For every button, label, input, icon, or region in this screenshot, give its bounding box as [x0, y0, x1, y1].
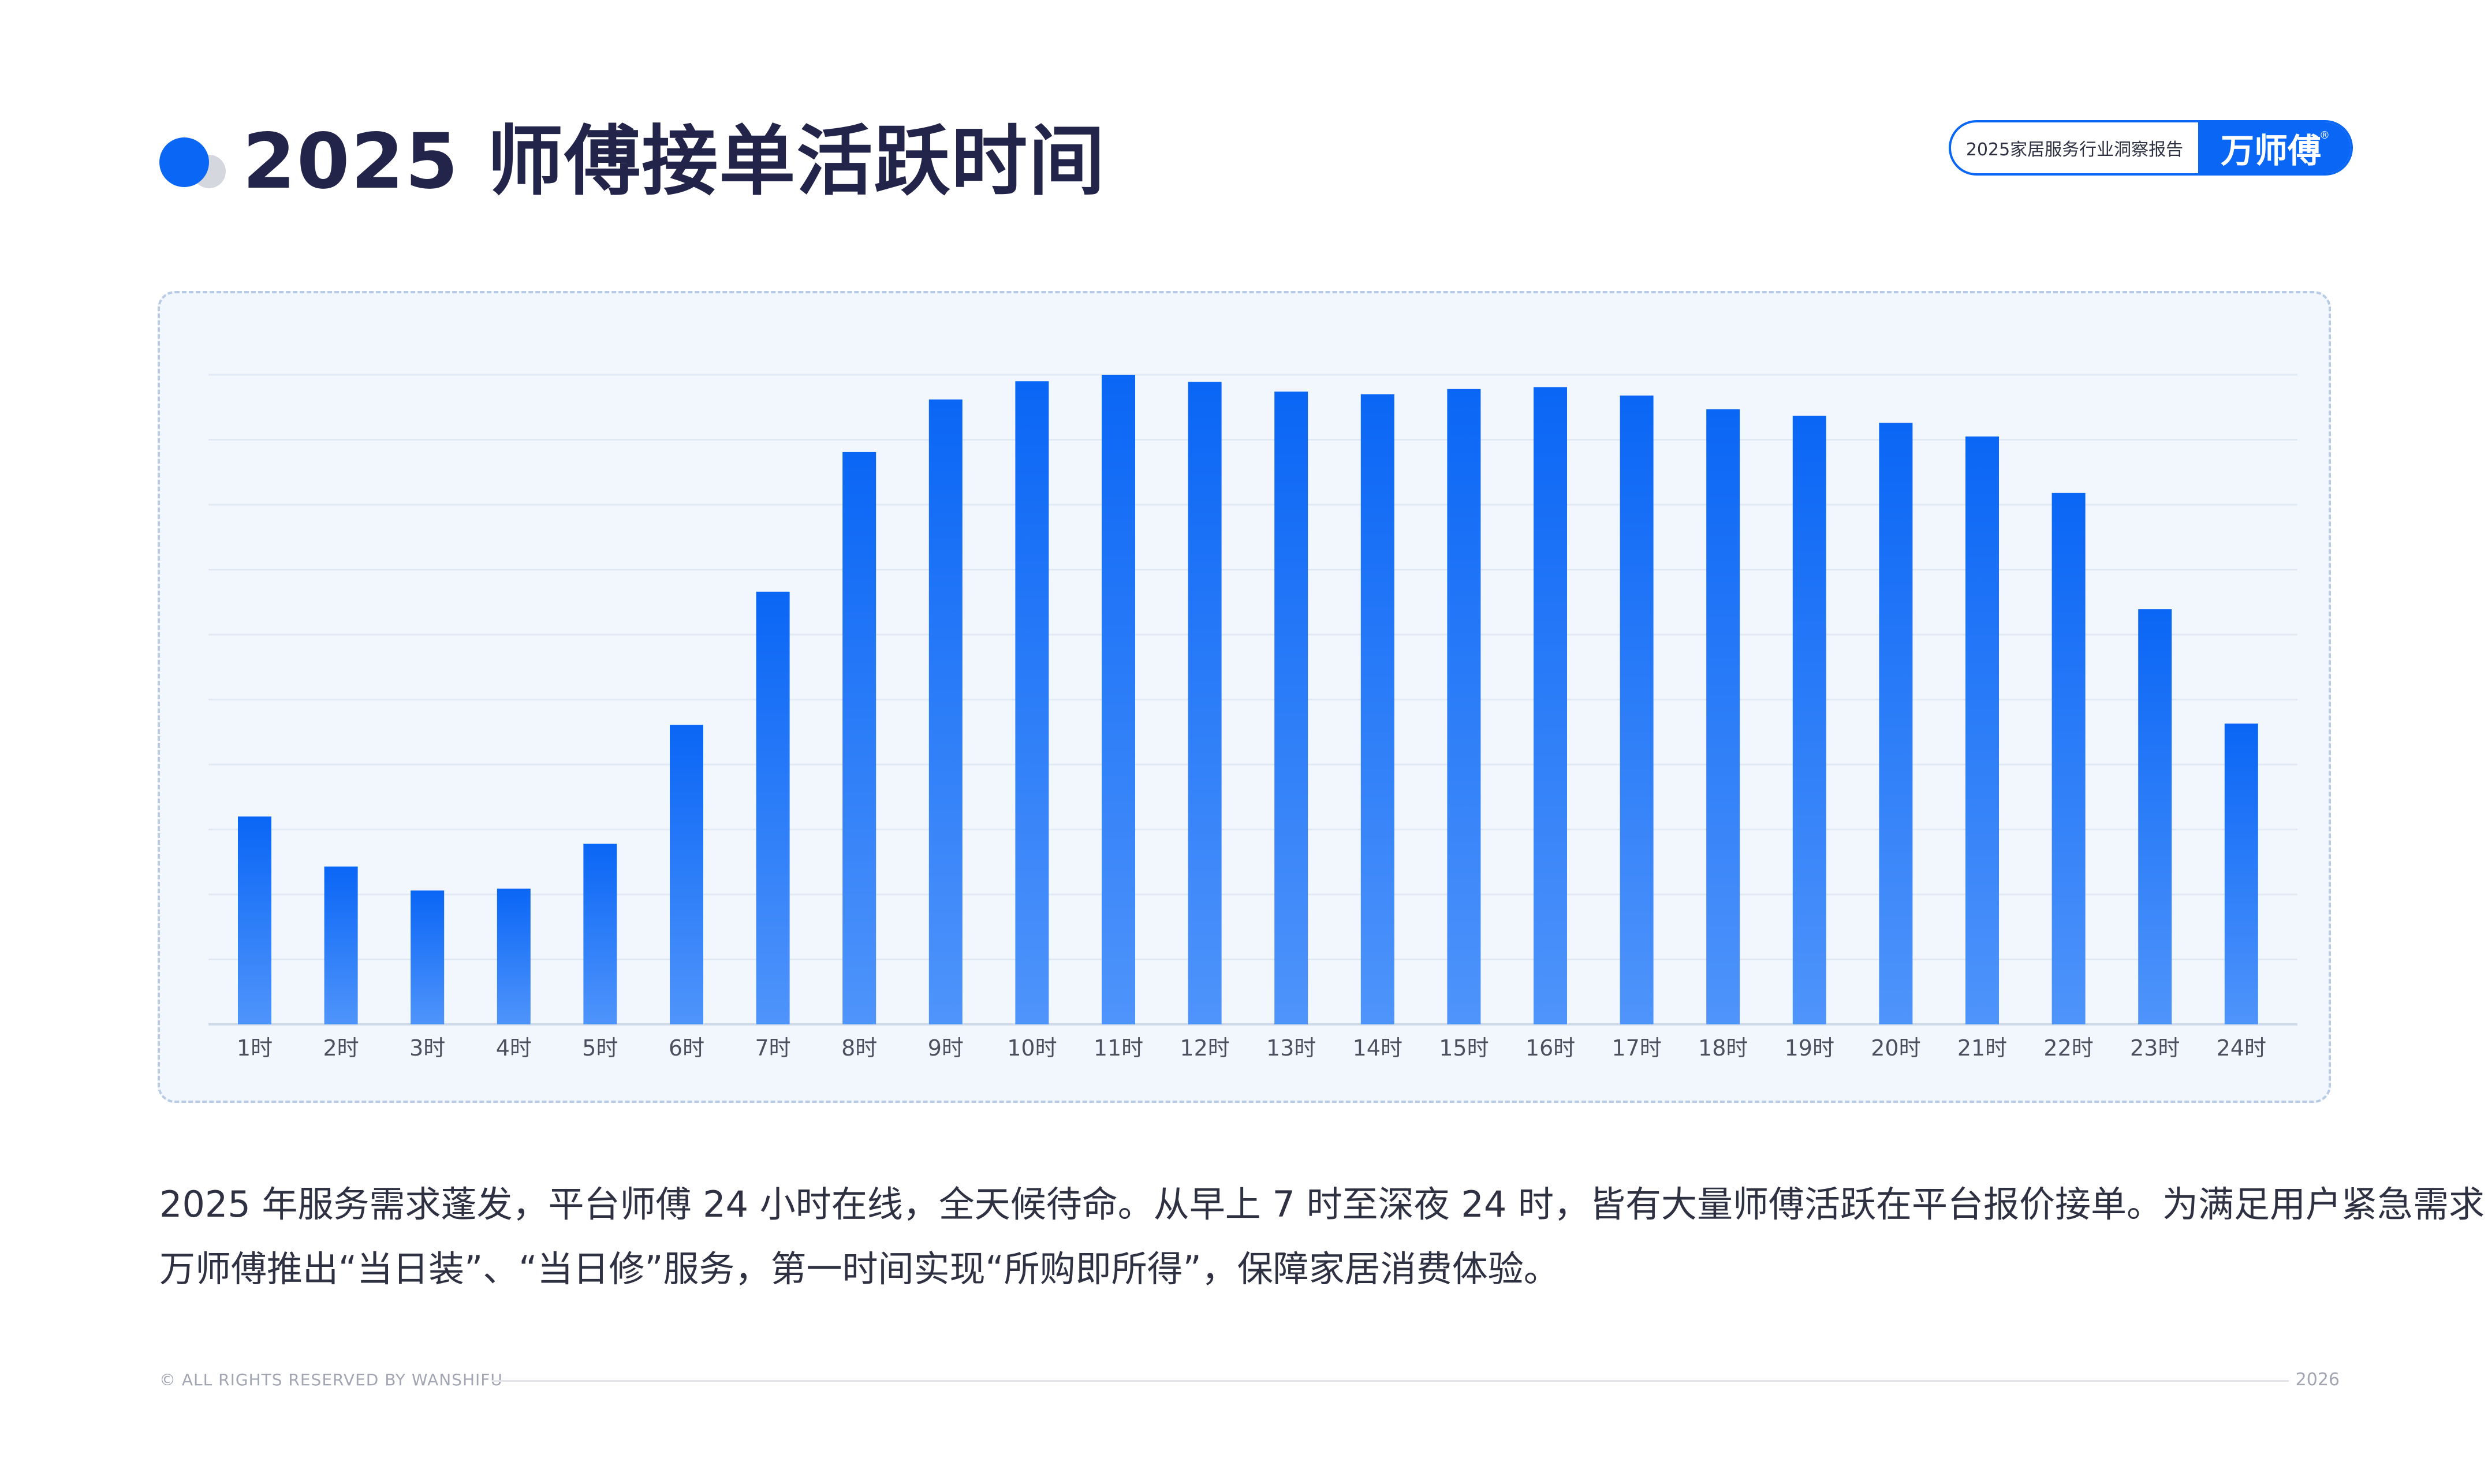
- x-tick-label: 13时: [1266, 1035, 1316, 1061]
- footer-divider: [492, 1380, 2289, 1382]
- x-tick-label: 3时: [409, 1035, 445, 1061]
- description-line-1: 2025 年服务需求蓬发，平台师傅 24 小时在线，全天候待命。从早上 7 时至…: [159, 1183, 2488, 1225]
- page-title: 2025 师傅接单活跃时间: [243, 117, 1106, 206]
- x-tick-label: 23时: [2130, 1035, 2180, 1061]
- description: 2025 年服务需求蓬发，平台师傅 24 小时在线，全天候待命。从早上 7 时至…: [159, 1172, 2488, 1302]
- x-tick-label: 14时: [1353, 1035, 1402, 1061]
- x-tick-label: 22时: [2043, 1035, 2093, 1061]
- x-tick-label: 4时: [496, 1035, 532, 1061]
- bar-4: [497, 888, 531, 1024]
- bar-2: [324, 866, 358, 1024]
- x-tick-label: 17时: [1612, 1035, 1661, 1061]
- bar-8: [842, 452, 876, 1024]
- bar-5: [583, 844, 617, 1024]
- x-tick-label: 24时: [2217, 1035, 2266, 1061]
- bar-16: [1534, 387, 1567, 1024]
- chart-panel: 1时 2时 3时 4时 5时 6时 7时 8时 9时 10时 11时 12时 13时 14时 15时 16时 1…: [158, 291, 2331, 1103]
- bar-19: [1792, 415, 1826, 1024]
- bars: [238, 375, 2258, 1024]
- x-tick-label: 21时: [1957, 1035, 2007, 1061]
- title-dot-blue: [159, 137, 209, 187]
- bar-15: [1447, 389, 1481, 1024]
- x-tick-label: 2时: [323, 1035, 359, 1061]
- x-tick-label: 15时: [1439, 1035, 1489, 1061]
- bar-9: [928, 399, 963, 1024]
- bar-22: [2051, 493, 2086, 1024]
- bar-10: [1015, 381, 1049, 1024]
- report-badge: 2025家居服务行业洞察报告 万师傅 ®: [1949, 120, 2353, 176]
- x-tick-label: 19时: [1785, 1035, 1834, 1061]
- bar-11: [1102, 375, 1135, 1024]
- bar-18: [1706, 409, 1740, 1024]
- bar-chart: 1时 2时 3时 4时 5时 6时 7时 8时 9时 10时 11时 12时 13时 14时 15时 16时 1…: [208, 374, 2297, 1061]
- bar-3: [411, 890, 445, 1024]
- x-tick-label: 7时: [755, 1035, 791, 1061]
- description-line-2: 万师傅推出“当日装”、“当日修”服务，第一时间实现“所购即所得”，保障家居消费体…: [159, 1248, 1560, 1290]
- bar-6: [670, 725, 703, 1024]
- x-tick-label: 18时: [1698, 1035, 1748, 1061]
- registered-mark: ®: [2319, 129, 2330, 141]
- bar-12: [1188, 382, 1222, 1024]
- bar-21: [1965, 436, 1999, 1024]
- footer-copyright: © ALL RIGHTS RESERVED BY WANSHIFU: [159, 1370, 503, 1389]
- x-tick-label: 11时: [1094, 1035, 1143, 1061]
- bar-17: [1620, 396, 1654, 1024]
- bar-23: [2138, 609, 2172, 1024]
- bar-24: [2224, 724, 2258, 1024]
- x-tick-label: 20时: [1871, 1035, 1920, 1061]
- x-tick-label: 6时: [669, 1035, 704, 1061]
- x-tick-labels: 1时 2时 3时 4时 5时 6时 7时 8时 9时 10时 11时 12时 13时 14时 15时 16时 1…: [237, 1035, 2266, 1061]
- grid-lines: [208, 374, 2297, 1026]
- x-tick-label: 10时: [1007, 1035, 1057, 1061]
- x-tick-label: 5时: [582, 1035, 618, 1061]
- x-tick-label: 16时: [1525, 1035, 1575, 1061]
- x-tick-label: 12时: [1180, 1035, 1229, 1061]
- bar-20: [1879, 423, 1913, 1024]
- x-tick-label: 1时: [237, 1035, 273, 1061]
- badge-report-name: 2025家居服务行业洞察报告: [1965, 140, 2184, 160]
- bar-7: [756, 591, 790, 1024]
- bar-13: [1274, 391, 1308, 1024]
- brand-name: 万师傅: [2220, 131, 2321, 170]
- x-tick-label: 8时: [841, 1035, 877, 1061]
- bar-14: [1360, 394, 1394, 1024]
- bar-1: [238, 816, 271, 1024]
- footer-year: 2026: [2295, 1370, 2340, 1390]
- brand-logo: 万师傅 ®: [2198, 122, 2351, 173]
- x-tick-label: 9时: [928, 1035, 964, 1061]
